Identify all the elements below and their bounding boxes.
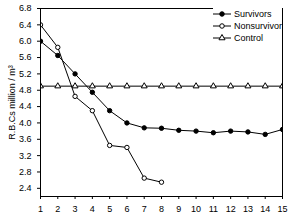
svg-text:14: 14 <box>260 204 270 214</box>
svg-text:3.2: 3.2 <box>19 151 32 161</box>
svg-text:6.0: 6.0 <box>19 36 32 46</box>
svg-text:4.0: 4.0 <box>19 118 32 128</box>
svg-text:1: 1 <box>38 204 43 214</box>
html-text:Control: Control <box>234 33 263 43</box>
svg-text:7: 7 <box>142 204 147 214</box>
svg-text:13: 13 <box>243 204 253 214</box>
svg-text:15: 15 <box>277 204 287 214</box>
svg-text:5.6: 5.6 <box>19 52 32 62</box>
svg-text:5.2: 5.2 <box>19 69 32 79</box>
svg-text:3: 3 <box>73 204 78 214</box>
svg-text:5: 5 <box>107 204 112 214</box>
svg-text:3.6: 3.6 <box>19 134 32 144</box>
svg-text:11: 11 <box>209 204 218 214</box>
svg-text:12: 12 <box>226 204 236 214</box>
svg-text:6: 6 <box>124 204 129 214</box>
svg-text:2.4: 2.4 <box>19 183 32 193</box>
html-text:Nonsurvivor: Nonsurvivor <box>234 21 282 31</box>
svg-text:10: 10 <box>191 204 201 214</box>
svg-text:4.8: 4.8 <box>19 85 32 95</box>
svg-text:6.8: 6.8 <box>19 3 32 13</box>
svg-text:8: 8 <box>159 204 164 214</box>
svg-text:6.4: 6.4 <box>19 20 32 30</box>
svg-text:R.B.Cs million / m³: R.B.Cs million / m³ <box>7 65 17 140</box>
svg-text:2.8: 2.8 <box>19 167 32 177</box>
svg-text:4.4: 4.4 <box>19 101 32 111</box>
svg-text:9: 9 <box>176 204 181 214</box>
html-text:Survivors: Survivors <box>234 9 272 19</box>
svg-text:4: 4 <box>90 204 95 214</box>
svg-text:2: 2 <box>55 204 60 214</box>
